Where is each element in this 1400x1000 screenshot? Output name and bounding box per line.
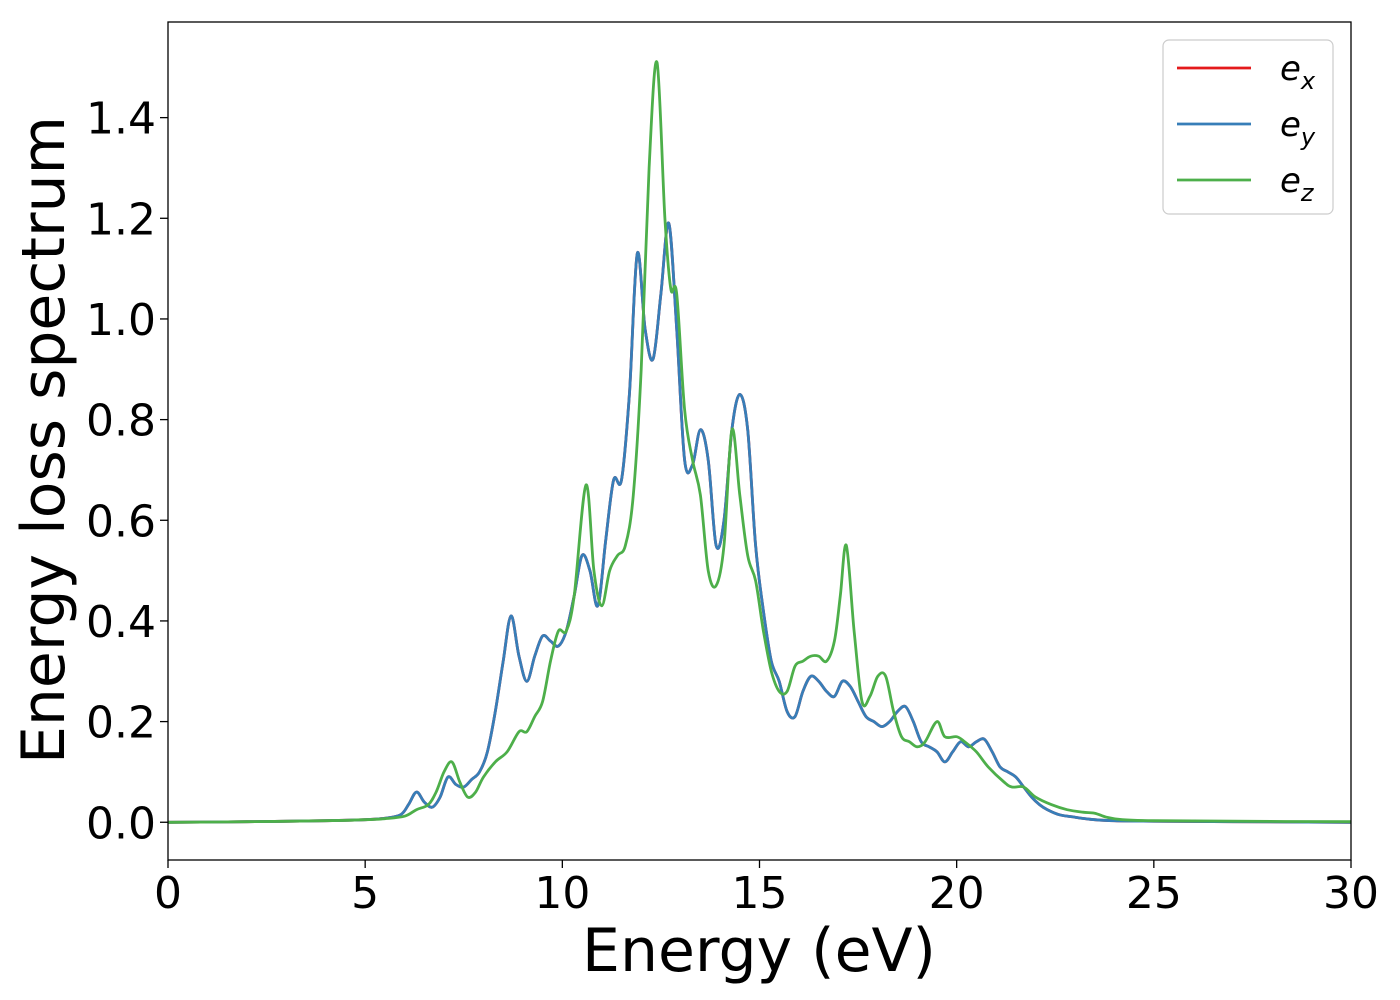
x-tick-label: 10 — [534, 868, 590, 919]
legend-box — [1162, 39, 1334, 215]
x-tick-label: 20 — [929, 868, 985, 919]
x-tick-label: 25 — [1126, 868, 1182, 919]
x-tick-label: 15 — [732, 868, 788, 919]
x-tick-label: 5 — [351, 868, 379, 919]
x-tick-label: 30 — [1323, 868, 1379, 919]
y-tick-label: 0.0 — [86, 798, 156, 849]
x-tick-label: 0 — [154, 868, 182, 919]
y-tick-label: 0.6 — [86, 496, 156, 547]
series-line-y — [167, 221, 1352, 824]
y-tick-label: 1.0 — [86, 295, 156, 346]
y-tick-label: 0.8 — [86, 396, 156, 447]
series-line-z — [167, 60, 1352, 824]
y-tick-label: 0.4 — [86, 597, 156, 648]
series-line-x — [167, 221, 1352, 824]
series-layer — [167, 60, 1352, 824]
y-tick-label: 1.4 — [86, 94, 156, 145]
x-axis-label: Energy (eV) — [582, 916, 936, 986]
y-tick-label: 0.2 — [86, 698, 156, 749]
y-tick-label: 1.2 — [86, 194, 156, 245]
x-axis: 0 5 10 15 20 25 30 — [154, 860, 1379, 919]
y-axis: 0.0 0.2 0.4 0.6 0.8 1.0 1.2 1.4 — [86, 94, 168, 849]
y-axis-label: Energy loss spectrum — [9, 116, 79, 764]
